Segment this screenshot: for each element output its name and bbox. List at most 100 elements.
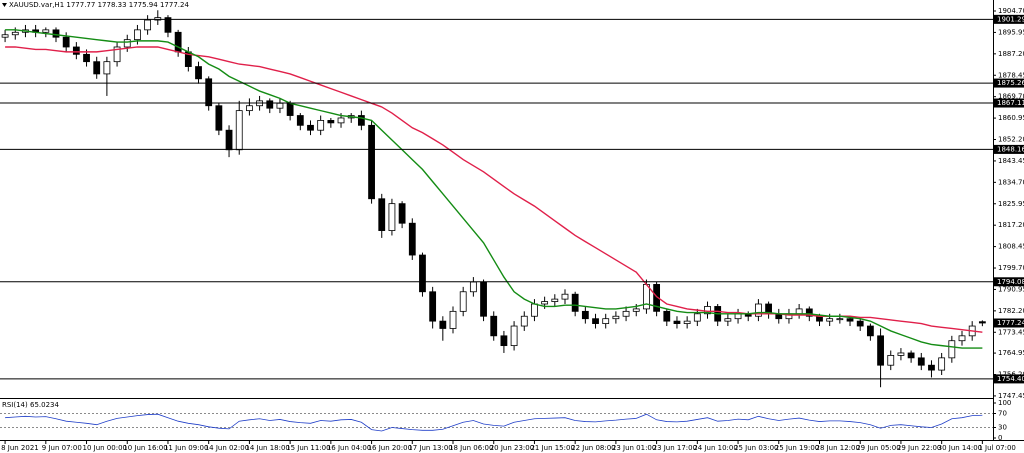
candle-body xyxy=(571,293,579,312)
candle-body xyxy=(581,310,589,320)
candle-body xyxy=(928,364,935,371)
candle-body xyxy=(724,318,732,322)
y-tick-label: 1834.70 xyxy=(998,178,1024,186)
x-tick-label: 29 Jun 05:00 xyxy=(856,444,900,452)
y-tick-label: 1878.45 xyxy=(998,71,1024,79)
x-tick-label: 21 Jun 15:00 xyxy=(530,444,574,452)
symbol-menu-arrow[interactable] xyxy=(2,3,7,7)
chart-frame: XAUUSD.var,H1 1777.77 1778.33 1775.94 17… xyxy=(0,0,1024,441)
candle-body xyxy=(388,203,396,231)
candle-body xyxy=(948,340,956,359)
candle-body xyxy=(602,318,610,324)
x-tick-label: 25 Jun 03:00 xyxy=(734,444,778,452)
x-tick-label: 17 Jun 13:00 xyxy=(408,444,452,452)
rsi-value: 65.0234 xyxy=(30,401,59,409)
y-tick-label: 1808.45 xyxy=(998,243,1024,251)
candle-body xyxy=(93,61,101,75)
x-tick-label: 16 Jun 20:00 xyxy=(368,444,412,452)
candle-body xyxy=(276,102,284,109)
candle-body xyxy=(398,203,406,224)
level-label: 1754.40 xyxy=(997,375,1024,383)
moving-average-line xyxy=(5,29,983,349)
quote-open: 1777.77 xyxy=(66,1,95,9)
y-tick-label: 1825.95 xyxy=(998,200,1024,208)
candle-body xyxy=(978,321,986,324)
y-tick-label: 1817.20 xyxy=(998,221,1024,229)
candle-body xyxy=(368,124,375,200)
y-tick-label: 1895.95 xyxy=(998,28,1024,36)
y-tick-label: 1904.70 xyxy=(998,7,1024,15)
candle-body xyxy=(154,17,162,21)
candle-body xyxy=(520,315,528,327)
x-tick-label: 24 Jun 10:00 xyxy=(693,444,737,452)
level-label: 1901.29 xyxy=(997,15,1024,23)
candle-body xyxy=(693,313,701,322)
rsi-name: RSI(14) xyxy=(2,401,28,409)
quote-high: 1778.33 xyxy=(98,1,127,9)
candle-body xyxy=(826,318,834,322)
candle-body xyxy=(337,117,345,124)
x-tick-label: 30 Jun 14:00 xyxy=(938,444,982,452)
x-tick-label: 20 Jun 23:00 xyxy=(490,444,534,452)
candle-body xyxy=(62,36,70,48)
candle-body xyxy=(734,313,742,320)
candle-body xyxy=(429,291,437,322)
candle-body xyxy=(958,335,966,342)
candle-body xyxy=(317,120,325,131)
candle-body xyxy=(266,100,274,109)
candle-body xyxy=(164,17,172,33)
candle-body xyxy=(378,198,386,231)
candle-body xyxy=(653,284,661,312)
quote-close: 1777.24 xyxy=(160,1,189,9)
candle-body xyxy=(307,124,314,131)
candle-body xyxy=(103,61,111,75)
rsi-y-tick-label: 0 xyxy=(998,434,1002,442)
candle-body xyxy=(469,281,477,293)
x-tick-label: 11 Jun 09:00 xyxy=(164,444,208,452)
candle-body xyxy=(907,352,915,359)
x-tick-label: 9 Jun 07:00 xyxy=(42,444,82,452)
rsi-y-tick-label: 70 xyxy=(998,410,1007,418)
candle-body xyxy=(1,34,9,38)
rsi-label: RSI(14) 65.0234 xyxy=(2,401,59,409)
y-tick-label: 1764.95 xyxy=(998,349,1024,357)
symbol: XAUUSD.var,H1 xyxy=(9,1,64,9)
candle-body xyxy=(225,129,233,151)
x-tick-label: 14 Jun 02:00 xyxy=(205,444,249,452)
candle-body xyxy=(887,355,895,366)
x-tick-label: 15 Jun 11:00 xyxy=(286,444,330,452)
candle-body xyxy=(592,318,599,324)
x-tick-label: 16 Jun 04:00 xyxy=(327,444,371,452)
candle-body xyxy=(205,78,213,107)
candle-body xyxy=(52,29,60,38)
candle-body xyxy=(917,357,925,366)
candle-body xyxy=(357,115,365,126)
current-price-label: 1777.24 xyxy=(997,319,1024,327)
level-box xyxy=(994,78,1024,88)
rsi-y-tick-label: 30 xyxy=(998,424,1007,432)
level-label: 1875.26 xyxy=(997,79,1024,87)
candle-body xyxy=(795,308,803,315)
candle-body xyxy=(246,105,253,112)
candle-body xyxy=(866,325,874,337)
candle-body xyxy=(612,315,620,320)
candle-body xyxy=(235,110,243,151)
quote-low: 1775.94 xyxy=(129,1,158,9)
y-tick-label: 1747.45 xyxy=(998,392,1024,400)
x-tick-label: 10 Jun 16:00 xyxy=(123,444,167,452)
y-tick-label: 1852.20 xyxy=(998,136,1024,144)
candle-body xyxy=(551,298,559,302)
candle-body xyxy=(938,357,946,371)
candle-body xyxy=(500,335,508,347)
candle-body xyxy=(897,352,905,356)
y-tick-label: 1869.70 xyxy=(998,93,1024,101)
chart-header: XAUUSD.var,H1 1777.77 1778.33 1775.94 17… xyxy=(9,1,189,9)
y-tick-label: 1782.20 xyxy=(998,307,1024,315)
candle-body xyxy=(113,46,121,63)
x-tick-label: 28 Jun 12:00 xyxy=(815,444,859,452)
candle-body xyxy=(42,29,50,33)
x-tick-label: 8 Jun 2021 xyxy=(1,444,39,452)
x-tick-label: 1 Jul 07:00 xyxy=(978,444,1016,452)
candle-body xyxy=(816,315,823,322)
